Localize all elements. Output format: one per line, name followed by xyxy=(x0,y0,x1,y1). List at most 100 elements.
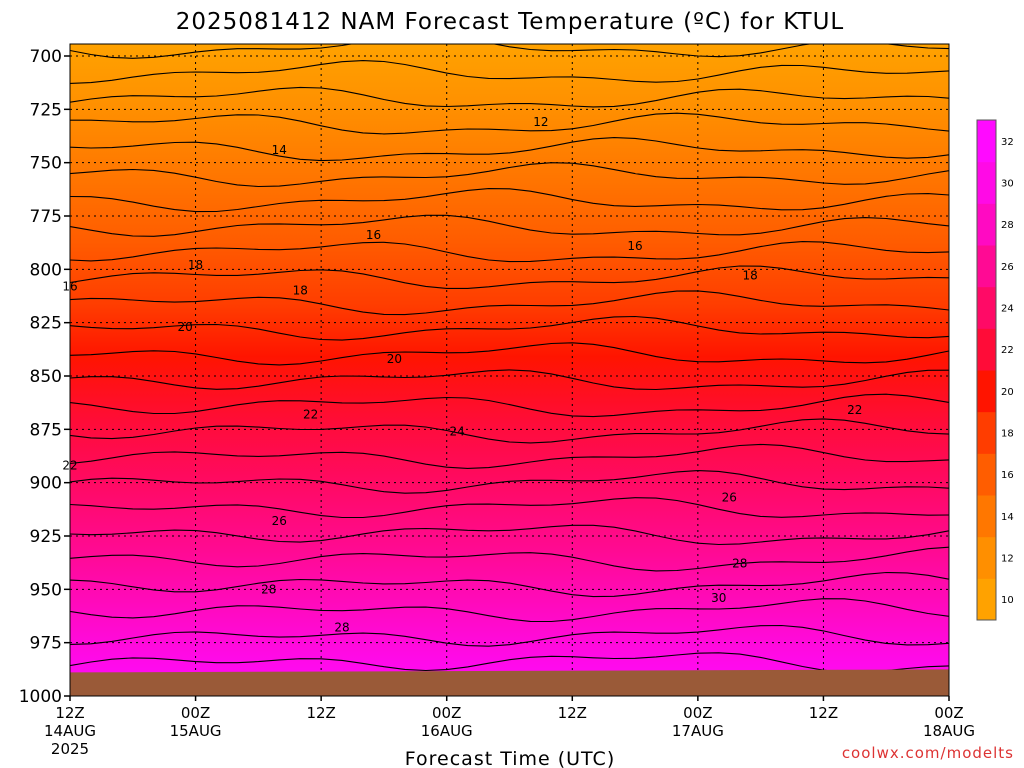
contour-label: 28 xyxy=(334,621,349,635)
x-axis-title: Forecast Time (UTC) xyxy=(405,748,615,768)
contour-label: 22 xyxy=(847,403,862,417)
y-tick-label: 725 xyxy=(30,100,62,120)
y-tick-label: 775 xyxy=(30,207,62,227)
x-tick-label: 14AUG xyxy=(44,722,96,740)
contour-label: 16 xyxy=(627,239,642,253)
isotherm-line xyxy=(70,546,949,572)
x-tick-label: 12Z xyxy=(558,704,587,722)
x-tick-label: 2025 xyxy=(51,740,89,758)
plot-area xyxy=(70,44,949,696)
contour-label: 28 xyxy=(261,582,276,596)
colorbar-swatch xyxy=(977,245,996,288)
colorbar-swatch xyxy=(977,286,996,329)
isotherm-line xyxy=(70,418,949,444)
colorbar-label: 14 xyxy=(1001,512,1014,523)
isotherm-contours xyxy=(70,44,949,696)
contour-label: 28 xyxy=(732,557,747,571)
grid-lines xyxy=(70,44,949,696)
colorbar-swatch xyxy=(977,203,996,246)
x-tick-label: 18AUG xyxy=(923,722,975,740)
isotherm-line xyxy=(70,342,949,366)
isotherm-line xyxy=(70,214,949,237)
colorbar-swatch xyxy=(977,161,996,204)
colorbar-swatch xyxy=(977,578,996,621)
colorbar-swatch xyxy=(977,370,996,413)
y-tick-label: 900 xyxy=(30,474,62,494)
colorbar-swatch xyxy=(977,411,996,454)
ground-surface xyxy=(70,669,949,696)
isotherm-line xyxy=(70,652,949,673)
credit-text: coolwx.com/modelts xyxy=(842,744,1014,762)
chart-title: 2025081412 NAM Forecast Temperature (ºC)… xyxy=(176,9,844,35)
y-tick-label: 700 xyxy=(30,47,62,67)
colorbar-legend: 10 12 14 16 18 20 22 24 26 28 30 32 xyxy=(976,119,1014,621)
contour-label: 26 xyxy=(722,491,737,505)
isotherm-line xyxy=(70,60,949,84)
y-tick-label: 850 xyxy=(30,367,62,387)
y-tick-label: 875 xyxy=(30,420,62,440)
colorbar-label: 26 xyxy=(1001,262,1014,273)
colorbar-label: 12 xyxy=(1001,554,1014,565)
colorbar-swatch xyxy=(977,495,996,538)
colorbar-label: 22 xyxy=(1001,345,1014,356)
isotherm-line xyxy=(70,315,949,341)
contour-labels: 1012121414161616161818181820202022222222… xyxy=(62,115,862,635)
contour-label: 18 xyxy=(188,258,203,272)
contour-label: 22 xyxy=(62,459,77,473)
contour-label: 20 xyxy=(387,352,402,366)
isotherm-line xyxy=(70,188,949,213)
contour-label: 14 xyxy=(272,143,287,157)
contour-label: 22 xyxy=(303,407,318,421)
y-tick-label: 750 xyxy=(30,154,62,174)
isotherm-line xyxy=(70,624,949,647)
colorbar-label: 20 xyxy=(1001,387,1014,398)
isotherm-line xyxy=(70,44,949,59)
y-tick-label: 825 xyxy=(30,314,62,334)
x-tick-label: 00Z xyxy=(181,704,210,722)
colorbar-label: 24 xyxy=(1001,304,1014,315)
contour-label: 24 xyxy=(450,424,465,438)
colorbar-swatch xyxy=(977,328,996,371)
y-tick-label: 800 xyxy=(30,260,62,280)
isotherm-line xyxy=(70,112,949,135)
isotherm-line xyxy=(70,598,949,623)
contour-label: 12 xyxy=(533,115,548,129)
isotherm-line xyxy=(70,497,949,519)
y-tick-label: 1000 xyxy=(19,687,62,707)
colorbar-label: 32 xyxy=(1001,137,1014,148)
colorbar-swatch xyxy=(977,120,996,163)
isotherm-line xyxy=(70,290,949,316)
x-tick-label: 00Z xyxy=(432,704,461,722)
contour-label: 16 xyxy=(366,228,381,242)
x-tick-label: 12Z xyxy=(55,704,84,722)
contour-label: 18 xyxy=(293,284,308,298)
contour-label: 26 xyxy=(272,514,287,528)
isotherm-line xyxy=(70,470,949,494)
isotherm-line xyxy=(70,265,949,289)
plot-frame xyxy=(69,43,950,697)
x-tick-label: 12Z xyxy=(809,704,838,722)
x-tick-label: 12Z xyxy=(306,704,335,722)
isotherm-line xyxy=(70,524,949,546)
isotherm-line xyxy=(70,162,949,188)
isotherm-line xyxy=(70,137,949,162)
isotherm-line xyxy=(70,86,949,108)
x-tick-label: 16AUG xyxy=(421,722,473,740)
colorbar-frame xyxy=(976,119,997,621)
colorbar-swatch xyxy=(977,536,996,579)
contour-label: 20 xyxy=(177,320,192,334)
contour-label: 30 xyxy=(711,591,726,605)
isotherm-line xyxy=(70,571,949,598)
y-axis: 700 725 750 775 800 825 850 875 900 925 950 975 1000 xyxy=(19,47,70,707)
colorbar-label: 28 xyxy=(1001,220,1014,231)
colorbar-label: 16 xyxy=(1001,470,1014,481)
colorbar-label: 10 xyxy=(1001,595,1014,606)
isotherm-line xyxy=(70,369,949,391)
y-tick-label: 975 xyxy=(30,634,62,654)
contour-label: 16 xyxy=(62,279,77,293)
isotherm-line xyxy=(70,443,949,469)
x-tick-label: 17AUG xyxy=(672,722,724,740)
y-tick-label: 925 xyxy=(30,527,62,547)
